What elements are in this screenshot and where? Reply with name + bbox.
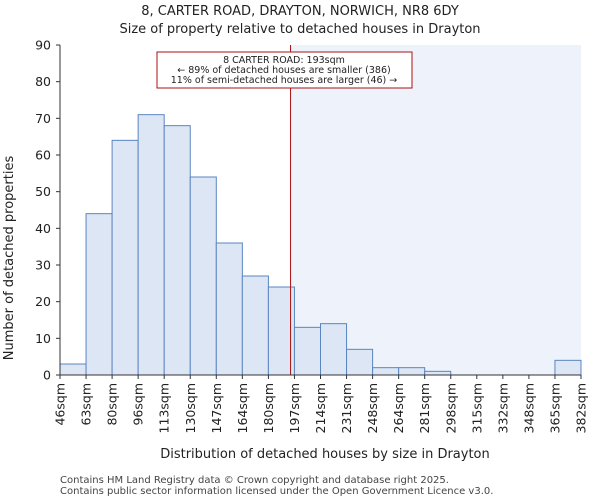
x-tick-label: 298sqm — [443, 383, 458, 433]
annotation-line-2: ← 89% of detached houses are smaller (38… — [177, 65, 390, 76]
x-tick-label: 281sqm — [417, 383, 432, 433]
bar-96sqm — [137, 114, 165, 376]
larger-region-highlight — [290, 45, 581, 375]
x-axis-label: Distribution of detached houses by size … — [160, 447, 490, 462]
x-tick-label: 46sqm — [53, 383, 68, 426]
bar-264sqm — [398, 367, 426, 376]
bar-248sqm — [372, 367, 400, 376]
y-axis-label: Number of detached properties — [2, 156, 17, 361]
bar-197sqm — [293, 326, 322, 376]
y-tick-label: 70 — [35, 111, 51, 126]
y-tick-label: 90 — [35, 38, 51, 53]
y-tick-label: 0 — [43, 368, 51, 383]
y-tick-label: 10 — [35, 331, 51, 346]
chart-title: 8, CARTER ROAD, DRAYTON, NORWICH, NR8 6D… — [141, 4, 459, 19]
x-tick-label: 63sqm — [79, 383, 94, 426]
x-tick-label: 113sqm — [157, 383, 172, 433]
x-tick-label: 164sqm — [235, 383, 250, 433]
bar-214sqm — [320, 323, 348, 376]
bar-130sqm — [189, 176, 217, 376]
bar-147sqm — [215, 242, 243, 376]
y-tick-label: 60 — [35, 148, 51, 163]
x-tick-label: 365sqm — [547, 383, 562, 433]
x-tick-label: 382sqm — [574, 383, 589, 433]
x-tick-label: 264sqm — [391, 383, 406, 433]
footer-line-1: Contains HM Land Registry data © Crown c… — [60, 475, 449, 486]
annotation-line-1: 8 CARTER ROAD: 193sqm — [223, 55, 345, 66]
x-tick-label: 231sqm — [339, 383, 354, 433]
bar-365sqm — [554, 359, 582, 376]
footer-line-2: Contains public sector information licen… — [60, 486, 493, 497]
annotation-line-3: 11% of semi-detached houses are larger (… — [171, 75, 398, 86]
bar-231sqm — [346, 348, 374, 376]
x-tick-label: 96sqm — [131, 383, 146, 426]
x-ticks: 46sqm 63sqm 80sqm 96sqm 113sqm 130sqm 147sqm 16… — [53, 375, 589, 433]
x-tick-label: 248sqm — [365, 383, 380, 433]
x-tick-label: 130sqm — [183, 383, 198, 433]
bar-164sqm — [241, 275, 269, 376]
bar-46sqm — [59, 363, 87, 376]
bar-63sqm — [85, 213, 113, 376]
y-ticks: 0 10 20 30 40 50 60 70 80 90 — [35, 38, 60, 383]
x-tick-label: 348sqm — [521, 383, 536, 433]
bar-113sqm — [163, 125, 191, 376]
x-tick-label: 332sqm — [495, 383, 510, 433]
y-tick-label: 80 — [35, 74, 51, 89]
y-tick-label: 50 — [35, 184, 51, 199]
x-tick-label: 180sqm — [261, 383, 276, 433]
x-tick-label: 147sqm — [209, 383, 224, 433]
x-tick-label: 80sqm — [105, 383, 120, 426]
annotation: 8 CARTER ROAD: 193sqm ← 89% of detached … — [156, 51, 413, 89]
y-tick-label: 30 — [35, 258, 51, 273]
chart-subtitle: Size of property relative to detached ho… — [119, 22, 480, 37]
y-tick-label: 40 — [35, 221, 51, 236]
y-tick-label: 20 — [35, 294, 51, 309]
x-tick-label: 315sqm — [469, 383, 484, 433]
x-tick-label: 197sqm — [287, 383, 302, 433]
bar-80sqm — [111, 139, 139, 376]
bar-281sqm — [424, 370, 452, 376]
x-tick-label: 214sqm — [313, 383, 328, 433]
